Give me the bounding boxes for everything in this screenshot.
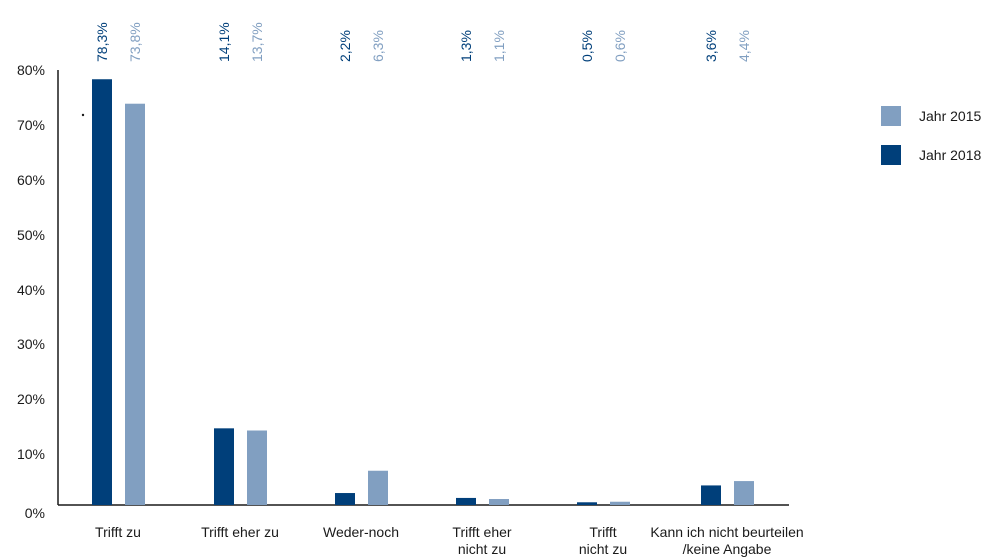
y-tick-label: 0% xyxy=(25,505,45,521)
bar-jahr-2015 xyxy=(610,501,630,505)
y-tick-label: 80% xyxy=(17,62,45,78)
y-tick-label: 40% xyxy=(17,282,45,298)
y-tick-label: 10% xyxy=(17,446,45,462)
bar-jahr-2015 xyxy=(368,470,388,505)
legend-swatch xyxy=(881,106,901,126)
bar-jahr-2018 xyxy=(214,428,234,505)
data-label: 1,1% xyxy=(491,30,507,62)
y-tick-label: 20% xyxy=(17,391,45,407)
data-label: 0,6% xyxy=(612,30,628,62)
y-tick-label: 60% xyxy=(17,172,45,188)
chart-category-labels: Trifft zu Trifft eher zu Weder-noch Trifft … xyxy=(95,524,804,557)
bar-jahr-2015 xyxy=(489,499,509,505)
bar-jahr-2015 xyxy=(734,481,754,505)
bar-jahr-2018 xyxy=(456,497,476,505)
bar-jahr-2018 xyxy=(701,485,721,505)
category-label: Trifft nicht zu xyxy=(579,524,627,557)
bar-jahr-2018 xyxy=(335,493,355,505)
bar-jahr-2018 xyxy=(577,502,597,505)
y-tick-label: 70% xyxy=(17,117,45,133)
chart-bars xyxy=(92,79,754,506)
category-label: Weder-noch xyxy=(323,524,399,540)
category-label: Trifft eher zu xyxy=(201,524,279,540)
bar-jahr-2018 xyxy=(92,79,112,506)
data-label: 78,3% xyxy=(94,22,110,62)
legend-swatch xyxy=(881,145,901,165)
bar-jahr-2015 xyxy=(125,103,145,506)
data-label: 2,2% xyxy=(337,30,353,62)
data-label: 6,3% xyxy=(370,30,386,62)
data-label: 3,6% xyxy=(703,30,719,62)
legend-label: Jahr 2018 xyxy=(919,147,981,163)
legend-label: Jahr 2015 xyxy=(919,108,981,124)
category-label: Trifft zu xyxy=(95,524,141,540)
chart-legend: Jahr 2015 Jahr 2018 xyxy=(881,106,981,165)
chart-axes: 0% 10% 20% 30% 40% 50% 60% 70% 80% xyxy=(17,62,789,521)
category-label: Trifft eher nicht zu xyxy=(452,524,511,557)
chart-data-labels: 78,3% 14,1% 2,2% 1,3% 0,5% 3,6% 73,8% 13,7% 6,3%… xyxy=(94,22,752,62)
bar-jahr-2015 xyxy=(247,430,267,505)
y-tick-label: 50% xyxy=(17,227,45,243)
stray-dot xyxy=(81,113,85,117)
data-label: 4,4% xyxy=(736,30,752,62)
data-label: 13,7% xyxy=(249,22,265,62)
data-label: 0,5% xyxy=(579,30,595,62)
data-label: 73,8% xyxy=(127,22,143,62)
y-tick-label: 30% xyxy=(17,336,45,352)
category-label: Kann ich nicht beurteilen/keine Angabe xyxy=(650,524,803,557)
data-label: 14,1% xyxy=(216,22,232,62)
data-label: 1,3% xyxy=(458,30,474,62)
